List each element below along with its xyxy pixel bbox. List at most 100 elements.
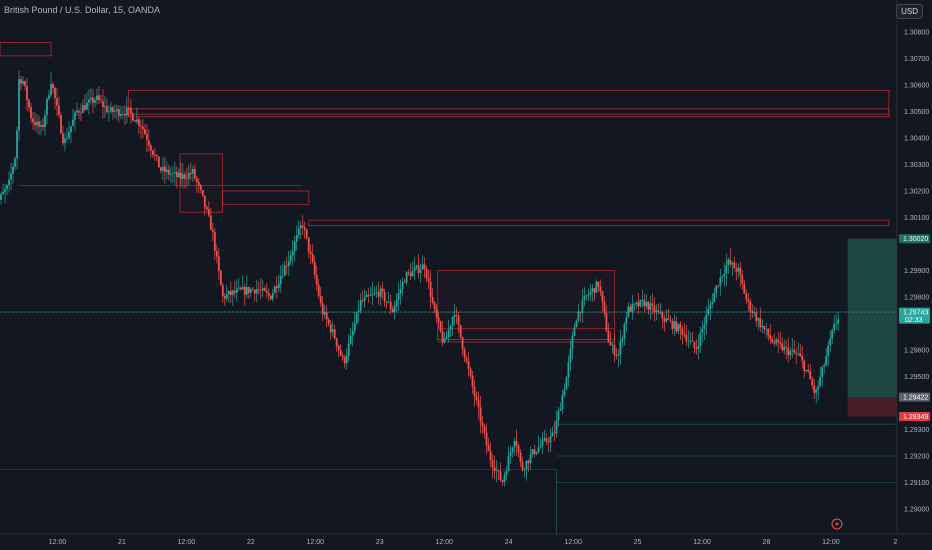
candle-body bbox=[213, 231, 216, 252]
candle-body bbox=[98, 95, 100, 100]
candle-body bbox=[799, 353, 802, 357]
price-tick-label: 1.29200 bbox=[904, 454, 929, 461]
candle-body bbox=[623, 324, 626, 339]
candle-body bbox=[797, 353, 800, 355]
zone-box bbox=[128, 108, 890, 118]
lightning-icon[interactable] bbox=[831, 518, 843, 530]
candle-body bbox=[56, 98, 58, 106]
candle-body bbox=[417, 265, 420, 273]
candle-body bbox=[102, 101, 104, 107]
candle-body bbox=[667, 318, 670, 321]
candle-body bbox=[361, 300, 364, 301]
candle-body bbox=[203, 195, 206, 208]
stop-price-tag-bg bbox=[899, 412, 930, 422]
candle-body bbox=[337, 346, 340, 350]
candle-body bbox=[179, 172, 182, 179]
candle-body bbox=[541, 440, 544, 446]
candle-body bbox=[199, 185, 202, 191]
candle-body bbox=[737, 267, 740, 272]
currency-button[interactable]: USD bbox=[896, 4, 923, 19]
candle-body bbox=[339, 349, 342, 356]
candle-body bbox=[719, 277, 722, 286]
candle-body bbox=[143, 129, 146, 135]
candle-body bbox=[14, 158, 16, 167]
stop-loss-area bbox=[847, 397, 897, 417]
candle-body bbox=[88, 99, 90, 103]
candle-body bbox=[583, 296, 586, 300]
time-axis[interactable]: 12:00 21 12:00 22 12:00 23 12:00 24 12:00 25 12:00… bbox=[49, 539, 898, 546]
candle-body bbox=[323, 312, 326, 315]
zone-box bbox=[222, 190, 310, 205]
time-tick-label: 24 bbox=[505, 539, 513, 546]
candle-body bbox=[755, 312, 758, 321]
current-price-tag: 1.29743 bbox=[903, 310, 928, 317]
candle-body bbox=[773, 342, 776, 344]
candle-body bbox=[329, 323, 332, 333]
price-tick-label: 1.29800 bbox=[904, 295, 929, 302]
candle-body bbox=[507, 456, 510, 472]
candle-body bbox=[641, 299, 644, 301]
candle-body bbox=[229, 291, 232, 296]
candle-body bbox=[805, 369, 808, 372]
candle-body bbox=[599, 286, 602, 292]
long-position-tool[interactable] bbox=[847, 238, 897, 417]
candle-body bbox=[78, 110, 80, 113]
current-price-tag-bg bbox=[899, 307, 930, 324]
candle-body bbox=[459, 324, 462, 338]
candle-body bbox=[367, 294, 370, 296]
candle-body bbox=[141, 126, 144, 130]
candle-body bbox=[315, 274, 318, 285]
candle-body bbox=[303, 227, 306, 230]
candle-body bbox=[665, 318, 668, 322]
time-tick-label: 12:00 bbox=[307, 539, 325, 546]
candle-body bbox=[397, 293, 400, 300]
candle-body bbox=[96, 95, 98, 101]
candle-body bbox=[697, 345, 700, 349]
candle-body bbox=[757, 318, 760, 321]
candle-body bbox=[605, 313, 608, 332]
candle-body bbox=[581, 299, 584, 313]
candle-body bbox=[343, 357, 346, 364]
candle-body bbox=[629, 306, 632, 312]
candle-body bbox=[147, 140, 150, 146]
candle-body bbox=[4, 189, 6, 193]
candle-body bbox=[305, 229, 308, 238]
candle-body bbox=[673, 321, 676, 329]
candle-body bbox=[689, 340, 692, 342]
candle-body bbox=[311, 254, 314, 262]
candle-body bbox=[709, 304, 712, 309]
candle-body bbox=[217, 256, 220, 271]
candle-body bbox=[90, 97, 92, 100]
price-axis[interactable]: 1.30800 1.30700 1.30600 1.30500 1.30400 1.303… bbox=[904, 30, 929, 514]
candle-body bbox=[669, 320, 672, 321]
candle-body bbox=[12, 166, 14, 174]
candle-body bbox=[565, 377, 568, 390]
time-tick-label: 21 bbox=[118, 539, 126, 546]
zone-box bbox=[308, 219, 890, 226]
current-price-tag-countdown: 02:33 bbox=[905, 317, 923, 324]
candle-body bbox=[717, 285, 720, 287]
candle-body bbox=[519, 452, 522, 462]
candle-body bbox=[469, 368, 472, 376]
candle-body bbox=[157, 156, 160, 168]
candle-body bbox=[427, 277, 430, 282]
candle-body bbox=[649, 303, 652, 310]
candle-body bbox=[785, 346, 788, 348]
price-tick-label: 1.30500 bbox=[904, 109, 929, 116]
candle-body bbox=[249, 289, 252, 294]
candle-body bbox=[523, 469, 526, 471]
candle-body bbox=[325, 312, 328, 320]
candle-body bbox=[299, 225, 302, 229]
candle-body bbox=[467, 361, 470, 369]
candle-body bbox=[461, 337, 464, 350]
candle-body bbox=[441, 331, 444, 343]
candle-body bbox=[247, 287, 250, 294]
candle-body bbox=[110, 107, 112, 112]
candle-body bbox=[54, 88, 56, 99]
candle-body bbox=[575, 320, 578, 328]
candle-body bbox=[26, 86, 28, 101]
candle-body bbox=[409, 272, 412, 277]
candle-body bbox=[807, 369, 810, 372]
candle-body bbox=[317, 284, 320, 297]
